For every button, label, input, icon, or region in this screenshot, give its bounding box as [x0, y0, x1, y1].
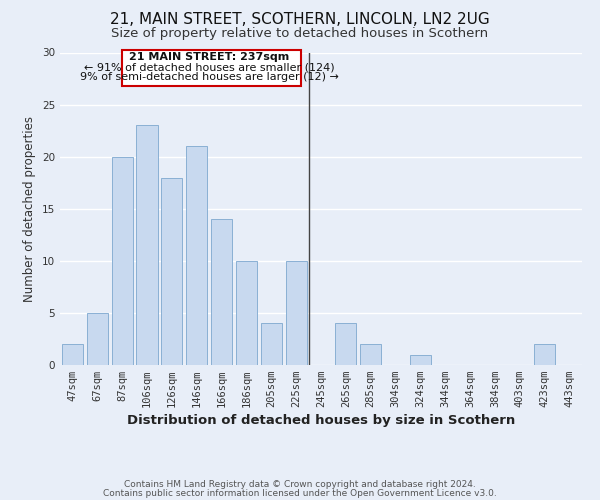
- Text: Contains public sector information licensed under the Open Government Licence v3: Contains public sector information licen…: [103, 488, 497, 498]
- Text: Size of property relative to detached houses in Scothern: Size of property relative to detached ho…: [112, 28, 488, 40]
- Bar: [186, 146, 207, 365]
- Bar: [236, 261, 257, 365]
- Bar: [161, 178, 182, 365]
- Text: 21, MAIN STREET, SCOTHERN, LINCOLN, LN2 2UG: 21, MAIN STREET, SCOTHERN, LINCOLN, LN2 …: [110, 12, 490, 28]
- Text: 21 MAIN STREET: 237sqm: 21 MAIN STREET: 237sqm: [129, 52, 289, 62]
- Y-axis label: Number of detached properties: Number of detached properties: [23, 116, 37, 302]
- Text: ← 91% of detached houses are smaller (124): ← 91% of detached houses are smaller (12…: [84, 63, 334, 73]
- Text: 9% of semi-detached houses are larger (12) →: 9% of semi-detached houses are larger (1…: [80, 72, 338, 83]
- Bar: [534, 344, 555, 365]
- Bar: [335, 324, 356, 365]
- X-axis label: Distribution of detached houses by size in Scothern: Distribution of detached houses by size …: [127, 414, 515, 428]
- Bar: [410, 354, 431, 365]
- Text: Contains HM Land Registry data © Crown copyright and database right 2024.: Contains HM Land Registry data © Crown c…: [124, 480, 476, 489]
- Bar: [286, 261, 307, 365]
- Bar: [261, 324, 282, 365]
- Bar: [136, 126, 158, 365]
- Bar: [211, 219, 232, 365]
- Bar: [112, 156, 133, 365]
- Bar: [122, 50, 301, 86]
- Bar: [62, 344, 83, 365]
- Bar: [360, 344, 381, 365]
- Bar: [87, 313, 108, 365]
